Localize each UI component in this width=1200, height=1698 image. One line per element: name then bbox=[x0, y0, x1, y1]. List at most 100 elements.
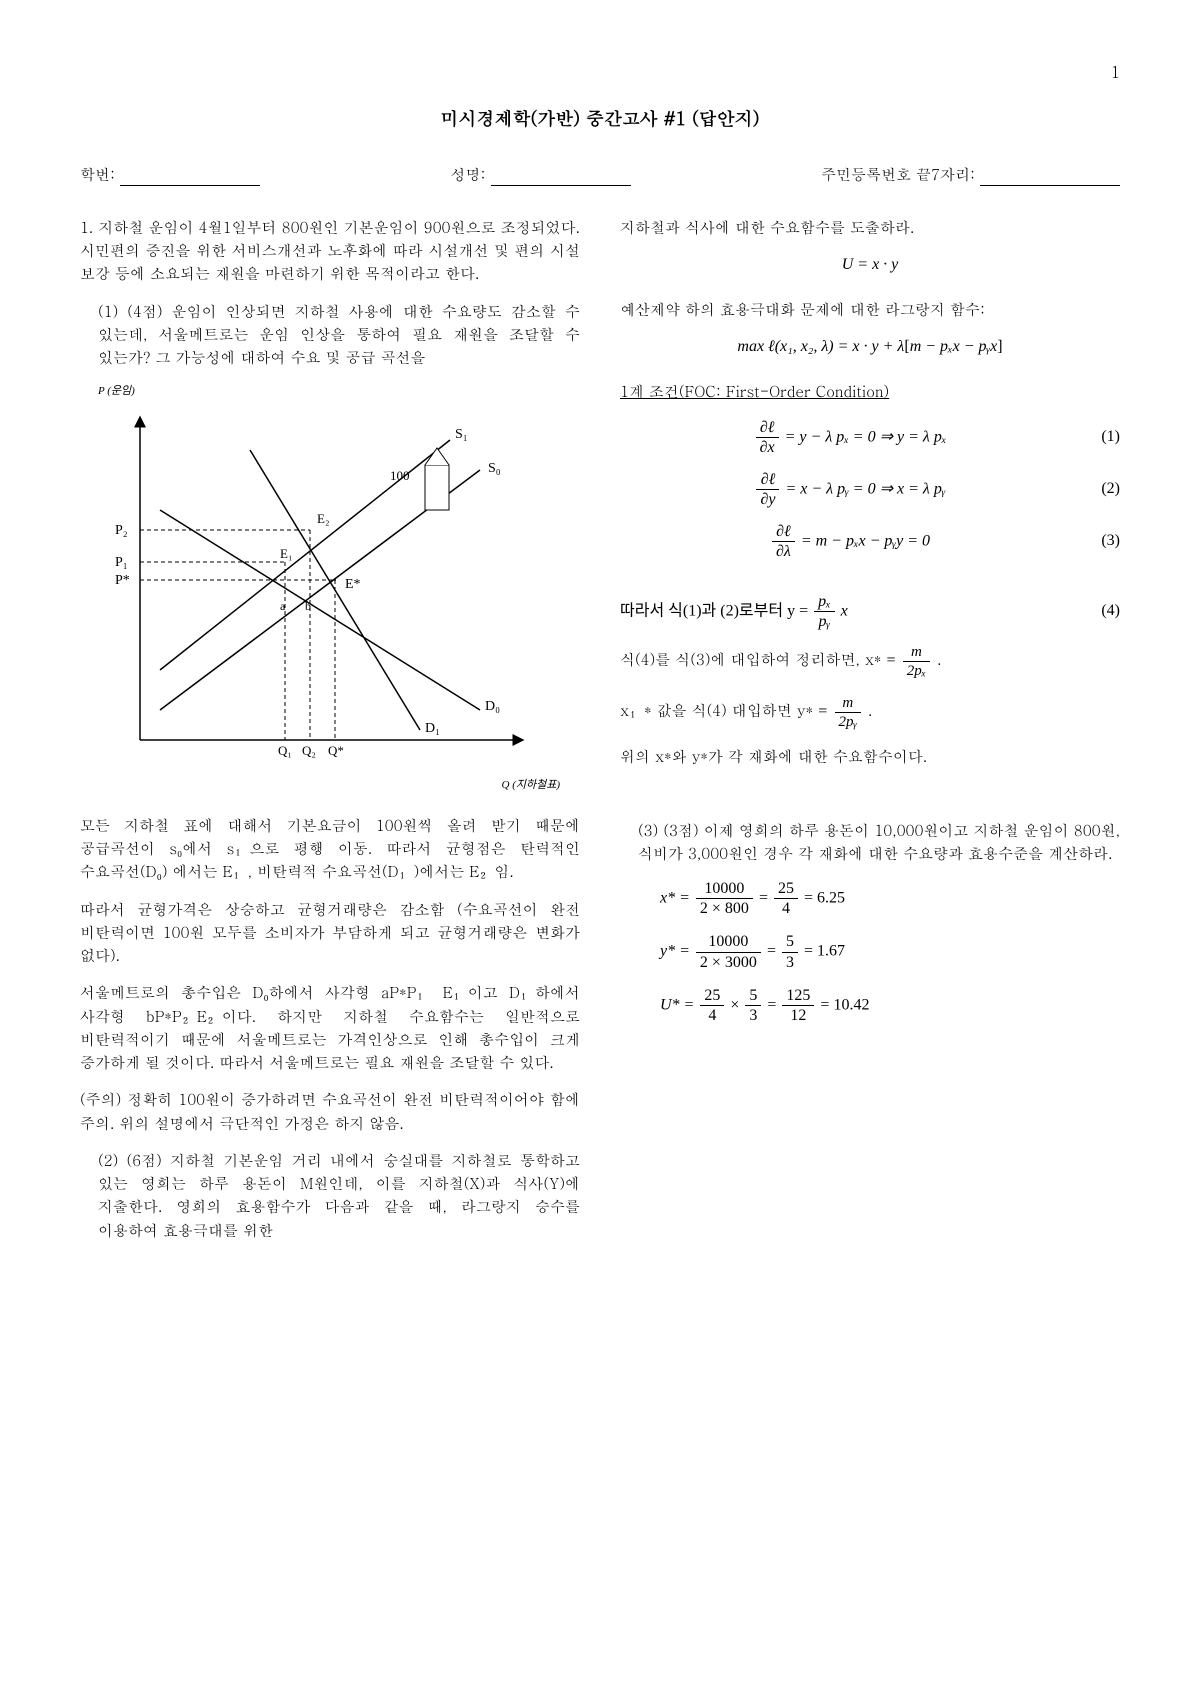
x-axis-label: Q (지하철표) bbox=[80, 777, 560, 794]
utility-eq: U = x · y bbox=[620, 253, 1120, 278]
calc-y-n1: 10000 bbox=[696, 932, 761, 952]
foc3: ∂ℓ∂λ = m − pₓx − pᵧy = 0 (3) bbox=[620, 521, 1120, 561]
calc-y-post: = 1.67 bbox=[804, 943, 845, 960]
calc-u-pre: U* = bbox=[660, 996, 698, 1013]
id-blank bbox=[120, 170, 260, 186]
label-e1: E₁ bbox=[280, 546, 292, 561]
calc-u-x: × bbox=[730, 996, 743, 1013]
label-qstar: Q* bbox=[328, 743, 344, 758]
der6-num: m bbox=[835, 694, 861, 713]
calc-u-n2: 5 bbox=[745, 986, 761, 1006]
header-fields: 학번: 성명: 주민등록번호 끝7자리: bbox=[80, 163, 1120, 186]
foc1-den: ∂x bbox=[756, 438, 779, 457]
right-column: 지하철과 식사에 대한 수요함수를 도출하라. U = x · y 예산제약 하… bbox=[620, 216, 1120, 1256]
der4-den: pᵧ bbox=[814, 612, 835, 631]
foc2: ∂ℓ∂y = x − λ pᵧ = 0 ⇒ x = λ pᵧ (2) bbox=[620, 469, 1120, 509]
field-rrn: 주민등록번호 끝7자리: bbox=[821, 163, 1120, 186]
supply-demand-graph: S₀ S₁ D₀ D₁ E* E₁ E₂ bbox=[80, 410, 580, 793]
q1-1: (1) (4점) 운임이 인상되면 지하철 사용에 대한 수요량도 감소할 수 … bbox=[98, 300, 580, 370]
conclusion: 위의 x*와 y*가 각 재화에 대한 수요함수이다. bbox=[620, 745, 1120, 768]
name-blank bbox=[491, 170, 631, 186]
para-b: 따라서 균형가격은 상승하고 균형거래량은 감소함 (수요곡선이 완전 비탄력이… bbox=[80, 898, 580, 968]
derive4: 따라서 식(1)과 (2)로부터 y = pₓpᵧ x (4) bbox=[620, 591, 1120, 631]
label-a: a bbox=[280, 599, 286, 613]
label-s1: S₁ bbox=[455, 427, 468, 442]
eqnum-4: (4) bbox=[1080, 599, 1120, 624]
left-column: 1. 지하철 운임이 4월1일부터 800원인 기본운임이 900원으로 조정되… bbox=[80, 216, 580, 1256]
label-e2: E₂ bbox=[317, 511, 329, 526]
calc-u-d2: 3 bbox=[745, 1006, 761, 1025]
derive5: 식(4)를 식(3)에 대입하여 정리하면, x* = m2pₓ . bbox=[620, 643, 1120, 680]
der4-num: pₓ bbox=[814, 592, 835, 612]
lagr-b2: ] bbox=[997, 338, 1002, 355]
para-d: (주의) 정확히 100원이 증가하려면 수요곡선이 완전 비탄력적이어야 함에… bbox=[80, 1088, 580, 1135]
calc-y-d2: 3 bbox=[782, 953, 798, 972]
calc-u-d3: 12 bbox=[782, 1006, 814, 1025]
label-estar: E* bbox=[345, 577, 361, 592]
der6-post: . bbox=[868, 700, 872, 721]
calc-y-d1: 2 × 3000 bbox=[696, 953, 761, 972]
calc-y-pre: y* = bbox=[660, 943, 694, 960]
id-label: 학번: bbox=[80, 164, 115, 185]
calc-x: x* = 100002 × 800 = 254 = 6.25 bbox=[660, 879, 1120, 918]
label-pstar: P* bbox=[115, 573, 130, 588]
label-q1: Q₁ bbox=[278, 743, 292, 758]
para-a: 모든 지하철 표에 대해서 기본요금이 100원씩 올려 받기 때문에 공급곡선… bbox=[80, 814, 580, 884]
foc2-num: ∂ℓ bbox=[756, 470, 779, 490]
foc2-post: = x − λ pᵧ = 0 ⇒ x = λ pᵧ bbox=[785, 480, 945, 497]
field-id: 학번: bbox=[80, 163, 260, 186]
calc-x-d2: 4 bbox=[774, 899, 798, 918]
label-s0: S₀ bbox=[488, 461, 501, 476]
label-d0: D₀ bbox=[485, 699, 500, 714]
field-name: 성명: bbox=[451, 163, 631, 186]
calc-x-post: = 6.25 bbox=[804, 889, 845, 906]
foc3-post: = m − pₓx − pᵧy = 0 bbox=[801, 532, 930, 549]
label-d1: D₁ bbox=[425, 721, 440, 736]
der4-post: x bbox=[841, 602, 848, 619]
calc-u-post: = 10.42 bbox=[820, 996, 869, 1013]
calc-x-mid: = bbox=[759, 889, 772, 906]
label-shift100: 100 bbox=[390, 468, 410, 483]
der5-pre: 식(4)를 식(3)에 대입하여 정리하면, x* = bbox=[620, 649, 901, 670]
para-c: 서울메트로의 총수입은 D₀하에서 사각형 aP*P₁ E₁이고 D₁하에서 사… bbox=[80, 981, 580, 1074]
graph-svg: S₀ S₁ D₀ D₁ E* E₁ E₂ bbox=[80, 410, 540, 770]
q1-intro: 1. 지하철 운임이 4월1일부터 800원인 기본운임이 900원으로 조정되… bbox=[80, 216, 580, 286]
q1-3: (3) (3점) 이제 영희의 하루 용돈이 10,000원이고 지하철 운임이… bbox=[638, 819, 1120, 866]
der5-post: . bbox=[937, 649, 941, 670]
label-p2: P₂ bbox=[115, 523, 128, 538]
lagr-intro: 예산제약 하의 효용극대화 문제에 대한 라그랑지 함수: bbox=[620, 298, 1120, 321]
name-label: 성명: bbox=[451, 164, 486, 185]
der6-pre: x₁* 값을 식(4) 대입하면 y* = bbox=[620, 700, 833, 721]
der4-pre: 따라서 식(1)과 (2)로부터 y = bbox=[620, 602, 812, 619]
y-axis-label: P (운임) bbox=[98, 383, 580, 400]
calc-y: y* = 100002 × 3000 = 53 = 1.67 bbox=[660, 932, 1120, 971]
calc-x-pre: x* = bbox=[660, 889, 694, 906]
eqnum-2: (2) bbox=[1080, 477, 1120, 502]
page-number: 1 bbox=[80, 60, 1120, 85]
calc-x-n1: 10000 bbox=[696, 879, 753, 899]
calc-u-n1: 25 bbox=[700, 986, 724, 1006]
foc1: ∂ℓ∂x = y − λ pₓ = 0 ⇒ y = λ pₓ (1) bbox=[620, 417, 1120, 457]
calc-u-d1: 4 bbox=[700, 1006, 724, 1025]
calc-u-n3: 125 bbox=[782, 986, 814, 1006]
page-title: 미시경제학(가반) 중간고사 #1 (답안지) bbox=[80, 105, 1120, 133]
eqnum-3: (3) bbox=[1080, 529, 1120, 554]
label-q2: Q₂ bbox=[302, 743, 316, 758]
derive6: x₁* 값을 식(4) 대입하면 y* = m2pᵧ . bbox=[620, 694, 1120, 731]
rrn-label: 주민등록번호 끝7자리: bbox=[821, 164, 975, 185]
foc3-den: ∂λ bbox=[772, 542, 795, 561]
eqnum-1: (1) bbox=[1080, 425, 1120, 450]
calc-u: U* = 254 × 53 = 12512 = 10.42 bbox=[660, 986, 1120, 1025]
rrn-blank bbox=[980, 170, 1120, 186]
q1-2: (2) (6점) 지하철 기본운임 거리 내에서 숭실대를 지하철로 통학하고 … bbox=[98, 1149, 580, 1242]
label-b: b bbox=[305, 599, 311, 613]
foc1-post: = y − λ pₓ = 0 ⇒ y = λ pₓ bbox=[785, 428, 947, 445]
lagr-in: m − pₓx − pᵧx bbox=[910, 338, 998, 355]
lagr-pre: max ℓ(x₁, x₂, λ) = x · y + λ bbox=[737, 338, 904, 355]
calc-y-mid: = bbox=[767, 943, 780, 960]
right-top: 지하철과 식사에 대한 수요함수를 도출하라. bbox=[620, 216, 1120, 239]
foc3-num: ∂ℓ bbox=[772, 522, 795, 542]
foc2-den: ∂y bbox=[756, 490, 779, 509]
content-columns: 1. 지하철 운임이 4월1일부터 800원인 기본운임이 900원으로 조정되… bbox=[80, 216, 1120, 1256]
der5-den: 2pₓ bbox=[903, 662, 930, 680]
